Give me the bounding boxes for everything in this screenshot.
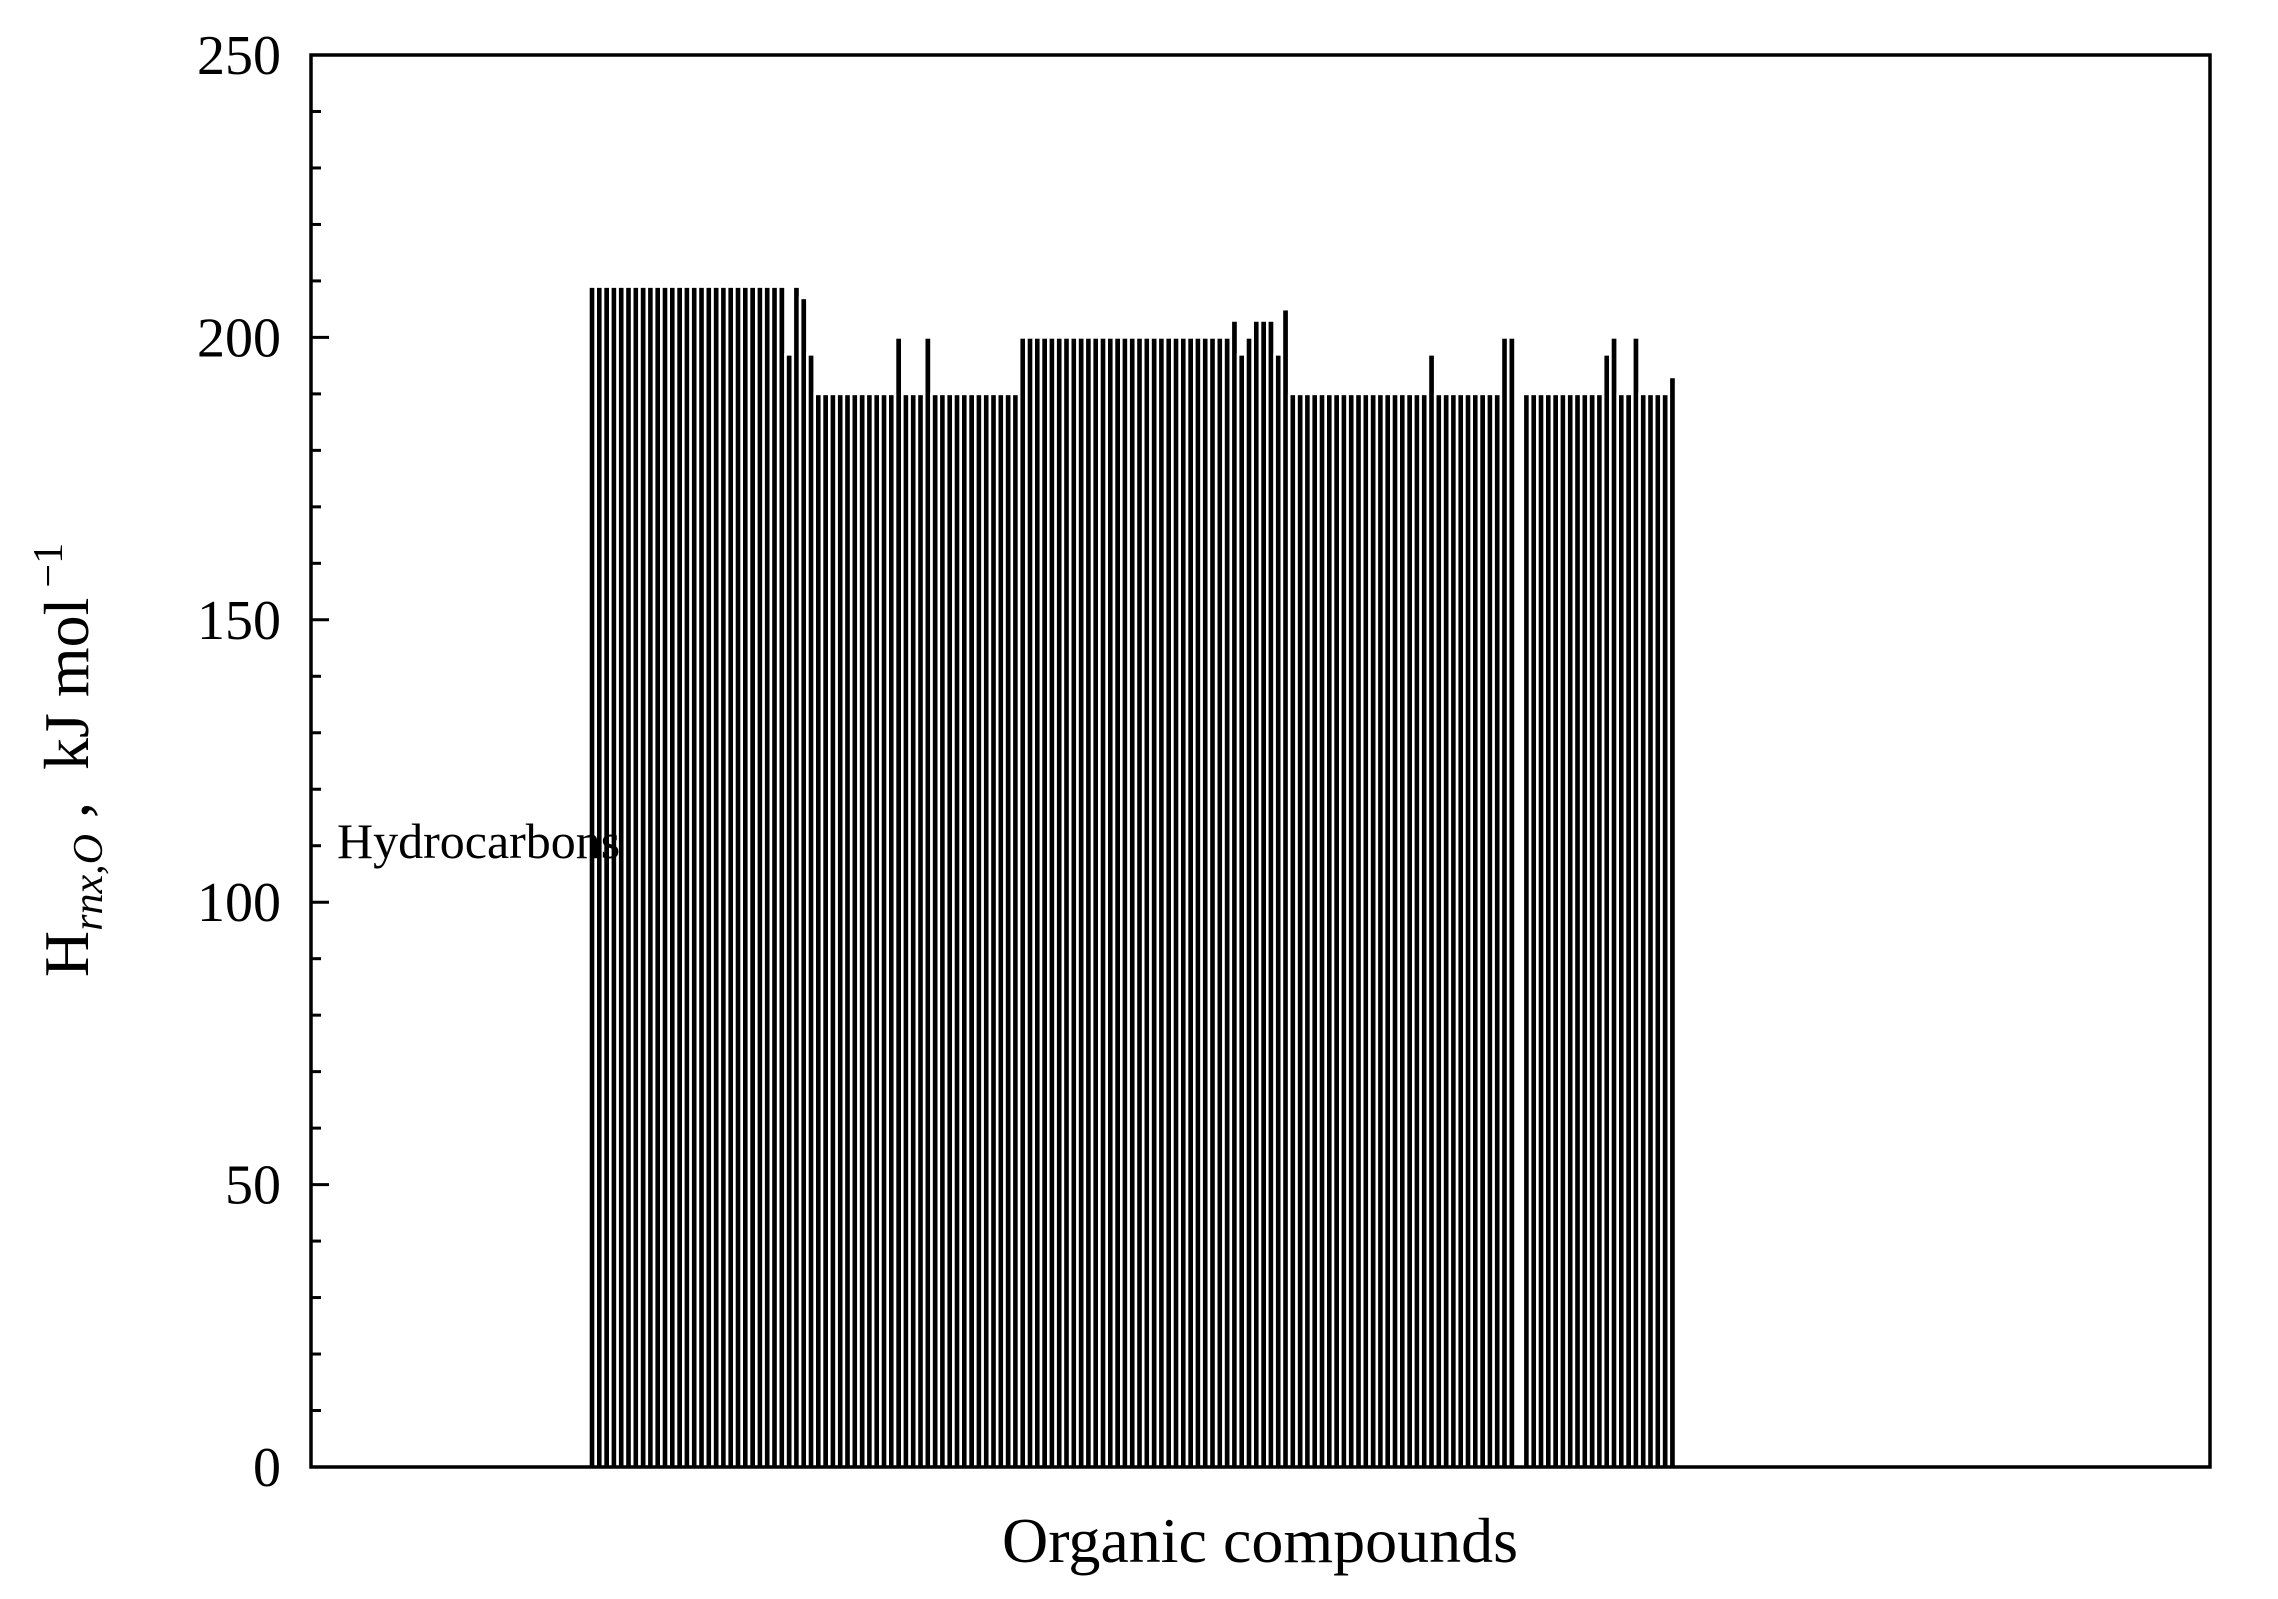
plot-frame bbox=[309, 53, 2212, 1469]
y-tick-label-250: 250 bbox=[197, 25, 281, 87]
y-axis-title: Hrnx,O , kJ mol −1 bbox=[26, 543, 112, 977]
y-tick-label-200: 200 bbox=[197, 307, 281, 369]
y-tick-label-150: 150 bbox=[197, 590, 281, 652]
y-axis-title-base: H bbox=[31, 931, 102, 977]
y-axis-title-unit: kJ mol bbox=[31, 598, 102, 770]
bar-group bbox=[587, 285, 1678, 1469]
tick-group: 0 50 100 150 200 250 bbox=[197, 25, 329, 1499]
y-tick-label-50: 50 bbox=[225, 1155, 281, 1217]
annotation-hydrocarbons: Hydrocarbons bbox=[337, 813, 620, 869]
y-tick-label-0: 0 bbox=[253, 1437, 281, 1499]
y-axis-title-subscript: rnx,O bbox=[66, 834, 112, 931]
bar-126 bbox=[1506, 336, 1517, 1469]
y-axis-title-separator: , bbox=[31, 770, 102, 834]
bar-148 bbox=[1667, 375, 1678, 1469]
x-axis-title: Organic compounds bbox=[1002, 1505, 1518, 1576]
y-tick-label-100: 100 bbox=[197, 872, 281, 934]
y-axis-title-superscript: −1 bbox=[26, 543, 72, 588]
